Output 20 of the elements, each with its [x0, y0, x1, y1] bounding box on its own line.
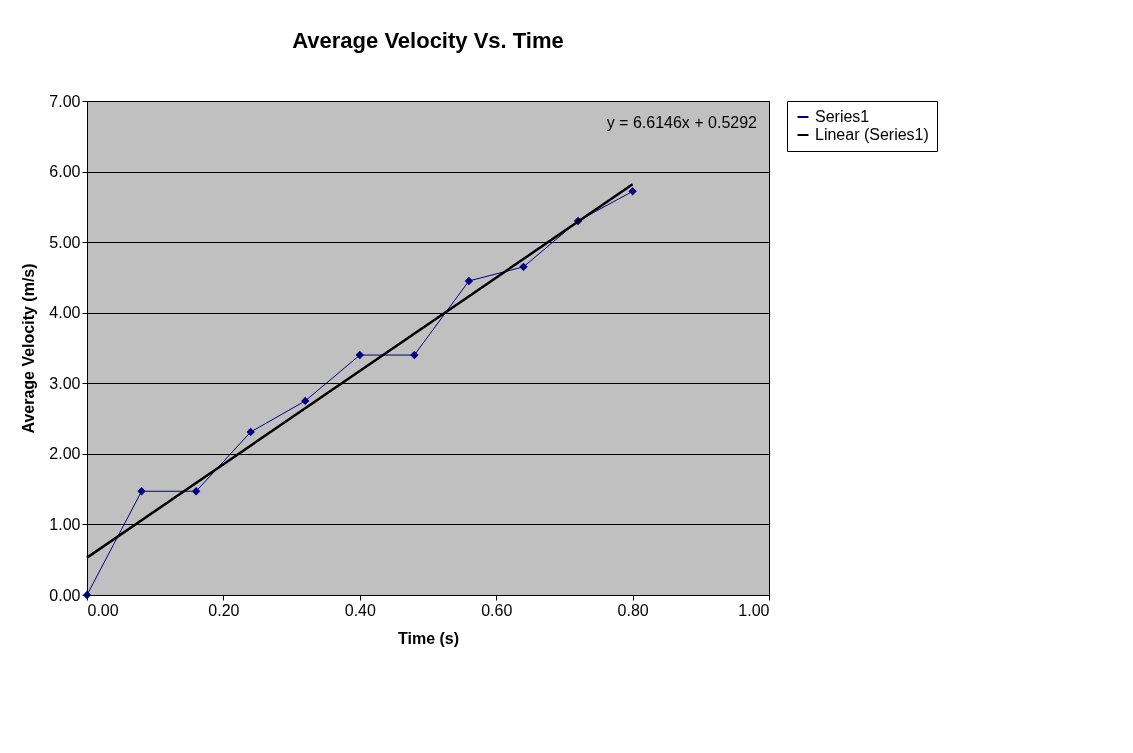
x-tick-label: 0.00 [87, 601, 119, 619]
legend-label: Series1 [815, 108, 870, 125]
y-tick-label: 6.00 [49, 163, 81, 181]
y-tick-label: 0.00 [49, 586, 81, 604]
y-tick-label: 3.00 [49, 374, 81, 392]
x-tick-label: 0.60 [481, 601, 513, 619]
y-tick-label: 4.00 [49, 304, 81, 322]
x-axis-title: Time (s) [397, 629, 460, 647]
x-tick-label: 1.00 [738, 601, 770, 619]
y-tick-label: 5.00 [49, 233, 81, 251]
y-axis-title: Average Velocity (m/s) [20, 263, 38, 434]
x-tick-label: 0.80 [617, 601, 649, 619]
y-tick-label: 1.00 [49, 515, 81, 533]
chart-title: Average Velocity Vs. Time [292, 28, 564, 53]
legend-label: Linear (Series1) [815, 126, 929, 143]
x-tick-label: 0.20 [208, 601, 240, 619]
y-tick-label: 2.00 [49, 445, 81, 463]
y-tick-label: 7.00 [49, 92, 81, 110]
x-tick-label: 0.40 [344, 601, 376, 619]
annotation: y = 6.6146x + 0.5292 [606, 114, 758, 131]
